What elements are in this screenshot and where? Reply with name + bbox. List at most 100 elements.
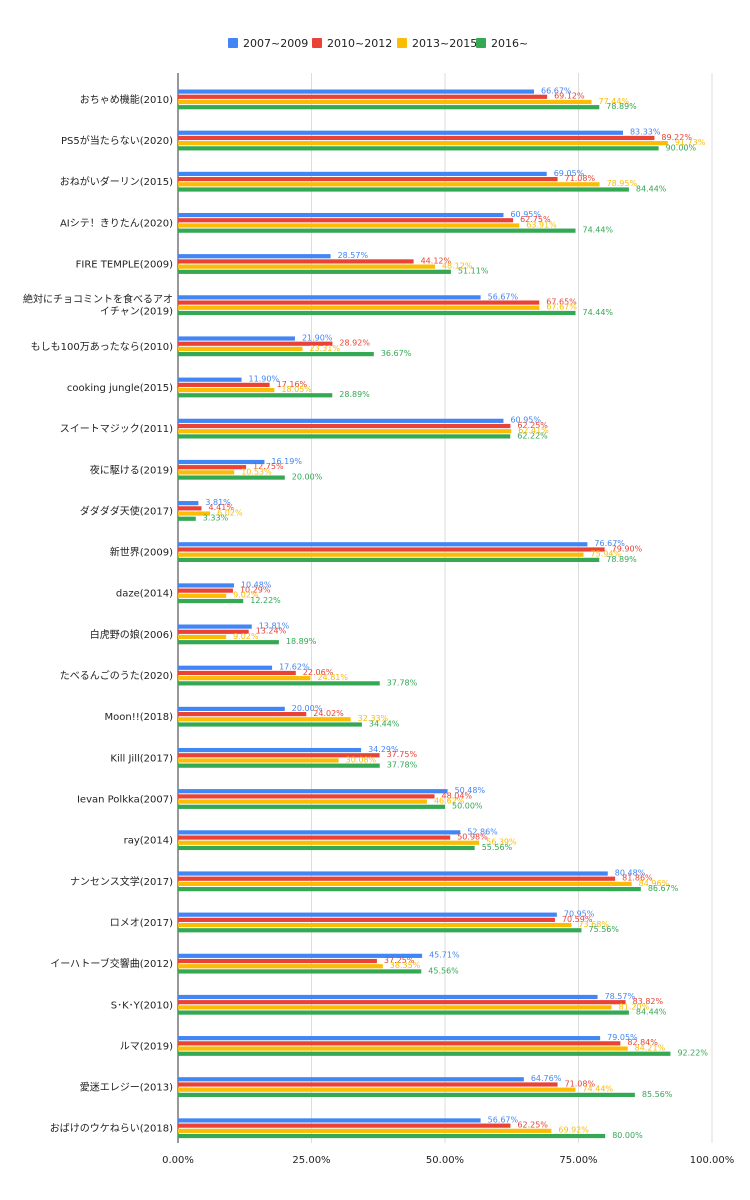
bar	[178, 1087, 576, 1092]
bar	[178, 341, 333, 346]
bar	[178, 475, 285, 480]
category-label: 白虎野の娘(2006)	[90, 628, 173, 641]
bar	[178, 840, 480, 845]
bar	[178, 804, 445, 809]
bar	[178, 928, 582, 933]
bar	[178, 393, 333, 398]
data-label: 37.78%	[387, 761, 418, 770]
grid-lines	[177, 73, 713, 1143]
bar	[178, 598, 244, 604]
bar	[178, 1082, 558, 1087]
data-label: 45.56%	[428, 966, 459, 975]
data-label: 71.08%	[565, 1079, 596, 1088]
data-label: 11.90%	[249, 375, 280, 384]
data-label: 75.94%	[591, 550, 622, 559]
data-label: 83.82%	[633, 997, 664, 1006]
data-label: 17.16%	[277, 380, 308, 389]
data-label: 69.05%	[554, 169, 585, 178]
bar	[178, 1051, 671, 1056]
category-label: PS5が当たらない(2020)	[61, 134, 173, 147]
bar	[178, 763, 380, 768]
data-label: 80.48%	[615, 868, 646, 877]
bar	[178, 969, 422, 974]
bar	[178, 212, 504, 218]
data-label: 17.62%	[279, 663, 310, 672]
bar	[178, 269, 451, 274]
data-label: 37.25%	[384, 956, 415, 965]
category-label: イーハトーブ交響曲(2012)	[50, 957, 173, 970]
bar	[178, 223, 520, 228]
data-label: 51.11%	[458, 267, 489, 276]
category-label: cooking jungle(2015)	[67, 383, 173, 394]
legend-label: 2010~2012	[327, 37, 392, 50]
bar	[178, 387, 275, 393]
bar	[178, 1123, 511, 1128]
bar	[178, 1041, 621, 1046]
bar	[178, 830, 461, 835]
data-label: 38.35%	[390, 961, 421, 970]
data-label: 76.67%	[594, 539, 625, 548]
data-label: 80.00%	[612, 1131, 643, 1140]
data-label: 74.44%	[583, 308, 614, 317]
bar	[178, 300, 540, 305]
data-label: 45.71%	[429, 951, 460, 960]
x-tick-label: 25.00%	[292, 1155, 330, 1166]
bar	[178, 501, 199, 506]
bar	[178, 799, 427, 804]
bar	[178, 583, 234, 588]
bar	[178, 305, 540, 310]
data-label: 77.44%	[599, 97, 630, 106]
data-label: 23.31%	[309, 344, 340, 353]
bar	[178, 470, 235, 475]
bar	[178, 542, 588, 547]
bar	[178, 1000, 626, 1005]
legend: 2007~2009 2010~2012 2013~2015 2016~	[228, 37, 528, 50]
bar	[178, 665, 273, 670]
bar	[178, 640, 279, 645]
bar	[178, 722, 362, 727]
bar	[178, 99, 592, 105]
data-label: 22.06%	[303, 668, 334, 677]
x-tick-label: 100.00%	[690, 1155, 735, 1166]
data-label: 48.12%	[442, 262, 473, 271]
category-label: もしも100万あったなら(2010)	[31, 341, 173, 353]
bar	[178, 228, 576, 233]
data-label: 10.29%	[240, 586, 271, 595]
data-label: 82.84%	[627, 1038, 658, 1047]
bar	[178, 758, 339, 763]
category-label: 愛迷エレジー(2013)	[80, 1081, 173, 1094]
data-label: 13.24%	[256, 627, 287, 636]
category-label: ルマ(2019)	[120, 1041, 173, 1052]
bar	[178, 511, 211, 516]
data-label: 46.62%	[434, 797, 465, 806]
bar	[178, 182, 600, 187]
data-label: 78.89%	[606, 102, 637, 111]
data-label: 32.33%	[358, 714, 389, 723]
data-label: 56.39%	[486, 838, 517, 847]
data-label: 12.75%	[253, 462, 284, 471]
bar	[178, 593, 227, 598]
data-label: 74.44%	[583, 226, 614, 235]
bar	[178, 130, 623, 135]
bar-marks	[178, 89, 671, 1139]
bar	[178, 382, 270, 387]
category-label: AIシテ！きりたん(2020)	[60, 217, 173, 229]
data-label: 71.08%	[565, 174, 596, 183]
bar	[178, 177, 558, 182]
data-label: 62.25%	[517, 1121, 548, 1130]
legend-swatch	[312, 38, 322, 48]
data-label: 24.81%	[317, 673, 348, 682]
data-label: 62.25%	[517, 421, 548, 430]
data-label: 81.86%	[622, 874, 653, 883]
data-label: 84.21%	[635, 1043, 666, 1052]
data-label: 48.04%	[442, 791, 473, 800]
bar	[178, 336, 295, 341]
bar	[178, 423, 511, 429]
data-label: 63.91%	[526, 220, 557, 229]
data-label: 18.05%	[281, 385, 312, 394]
category-label: Ievan Polkka(2007)	[77, 795, 173, 806]
bar	[178, 557, 600, 562]
data-label: 34.44%	[369, 719, 400, 728]
bar	[178, 624, 252, 629]
bar	[178, 254, 331, 259]
